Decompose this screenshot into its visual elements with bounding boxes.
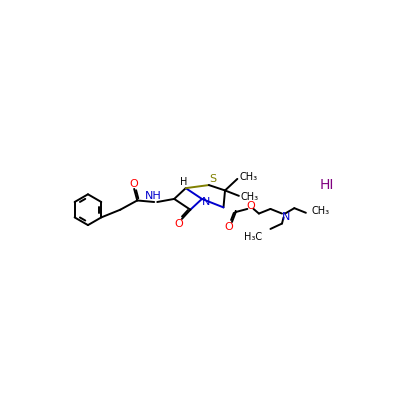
- Text: CH₃: CH₃: [240, 192, 259, 202]
- Text: S: S: [209, 174, 216, 184]
- Text: O: O: [129, 178, 138, 188]
- Text: O: O: [247, 201, 256, 211]
- Text: NH: NH: [145, 191, 162, 201]
- Polygon shape: [235, 210, 236, 213]
- Text: O: O: [224, 222, 233, 232]
- Text: N: N: [202, 197, 211, 207]
- Text: O: O: [174, 219, 183, 229]
- Text: HI: HI: [320, 178, 334, 192]
- Text: CH₃: CH₃: [239, 172, 257, 182]
- Text: CH₃: CH₃: [312, 206, 330, 216]
- Text: N: N: [282, 212, 290, 222]
- Text: H₃C: H₃C: [244, 232, 262, 242]
- Text: H: H: [180, 177, 187, 187]
